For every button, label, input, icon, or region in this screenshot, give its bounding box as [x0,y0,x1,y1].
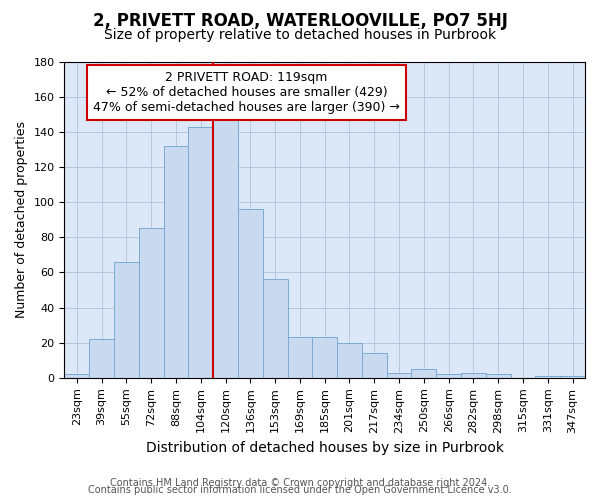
Bar [362,353,386,378]
Bar [560,376,585,378]
Bar [263,280,287,378]
Bar [139,228,164,378]
Bar [461,372,486,378]
Bar [188,126,213,378]
Bar [313,338,337,378]
Bar [238,209,263,378]
Text: 2, PRIVETT ROAD, WATERLOOVILLE, PO7 5HJ: 2, PRIVETT ROAD, WATERLOOVILLE, PO7 5HJ [92,12,508,30]
Y-axis label: Number of detached properties: Number of detached properties [15,121,28,318]
Text: 2 PRIVETT ROAD: 119sqm
← 52% of detached houses are smaller (429)
47% of semi-de: 2 PRIVETT ROAD: 119sqm ← 52% of detached… [93,71,400,114]
Bar [486,374,511,378]
Text: Contains public sector information licensed under the Open Government Licence v3: Contains public sector information licen… [88,485,512,495]
Bar [114,262,139,378]
X-axis label: Distribution of detached houses by size in Purbrook: Distribution of detached houses by size … [146,441,504,455]
Bar [412,369,436,378]
Bar [89,339,114,378]
Bar [64,374,89,378]
Bar [337,342,362,378]
Bar [436,374,461,378]
Text: Size of property relative to detached houses in Purbrook: Size of property relative to detached ho… [104,28,496,42]
Bar [535,376,560,378]
Text: Contains HM Land Registry data © Crown copyright and database right 2024.: Contains HM Land Registry data © Crown c… [110,478,490,488]
Bar [213,114,238,378]
Bar [287,338,313,378]
Bar [164,146,188,378]
Bar [386,372,412,378]
